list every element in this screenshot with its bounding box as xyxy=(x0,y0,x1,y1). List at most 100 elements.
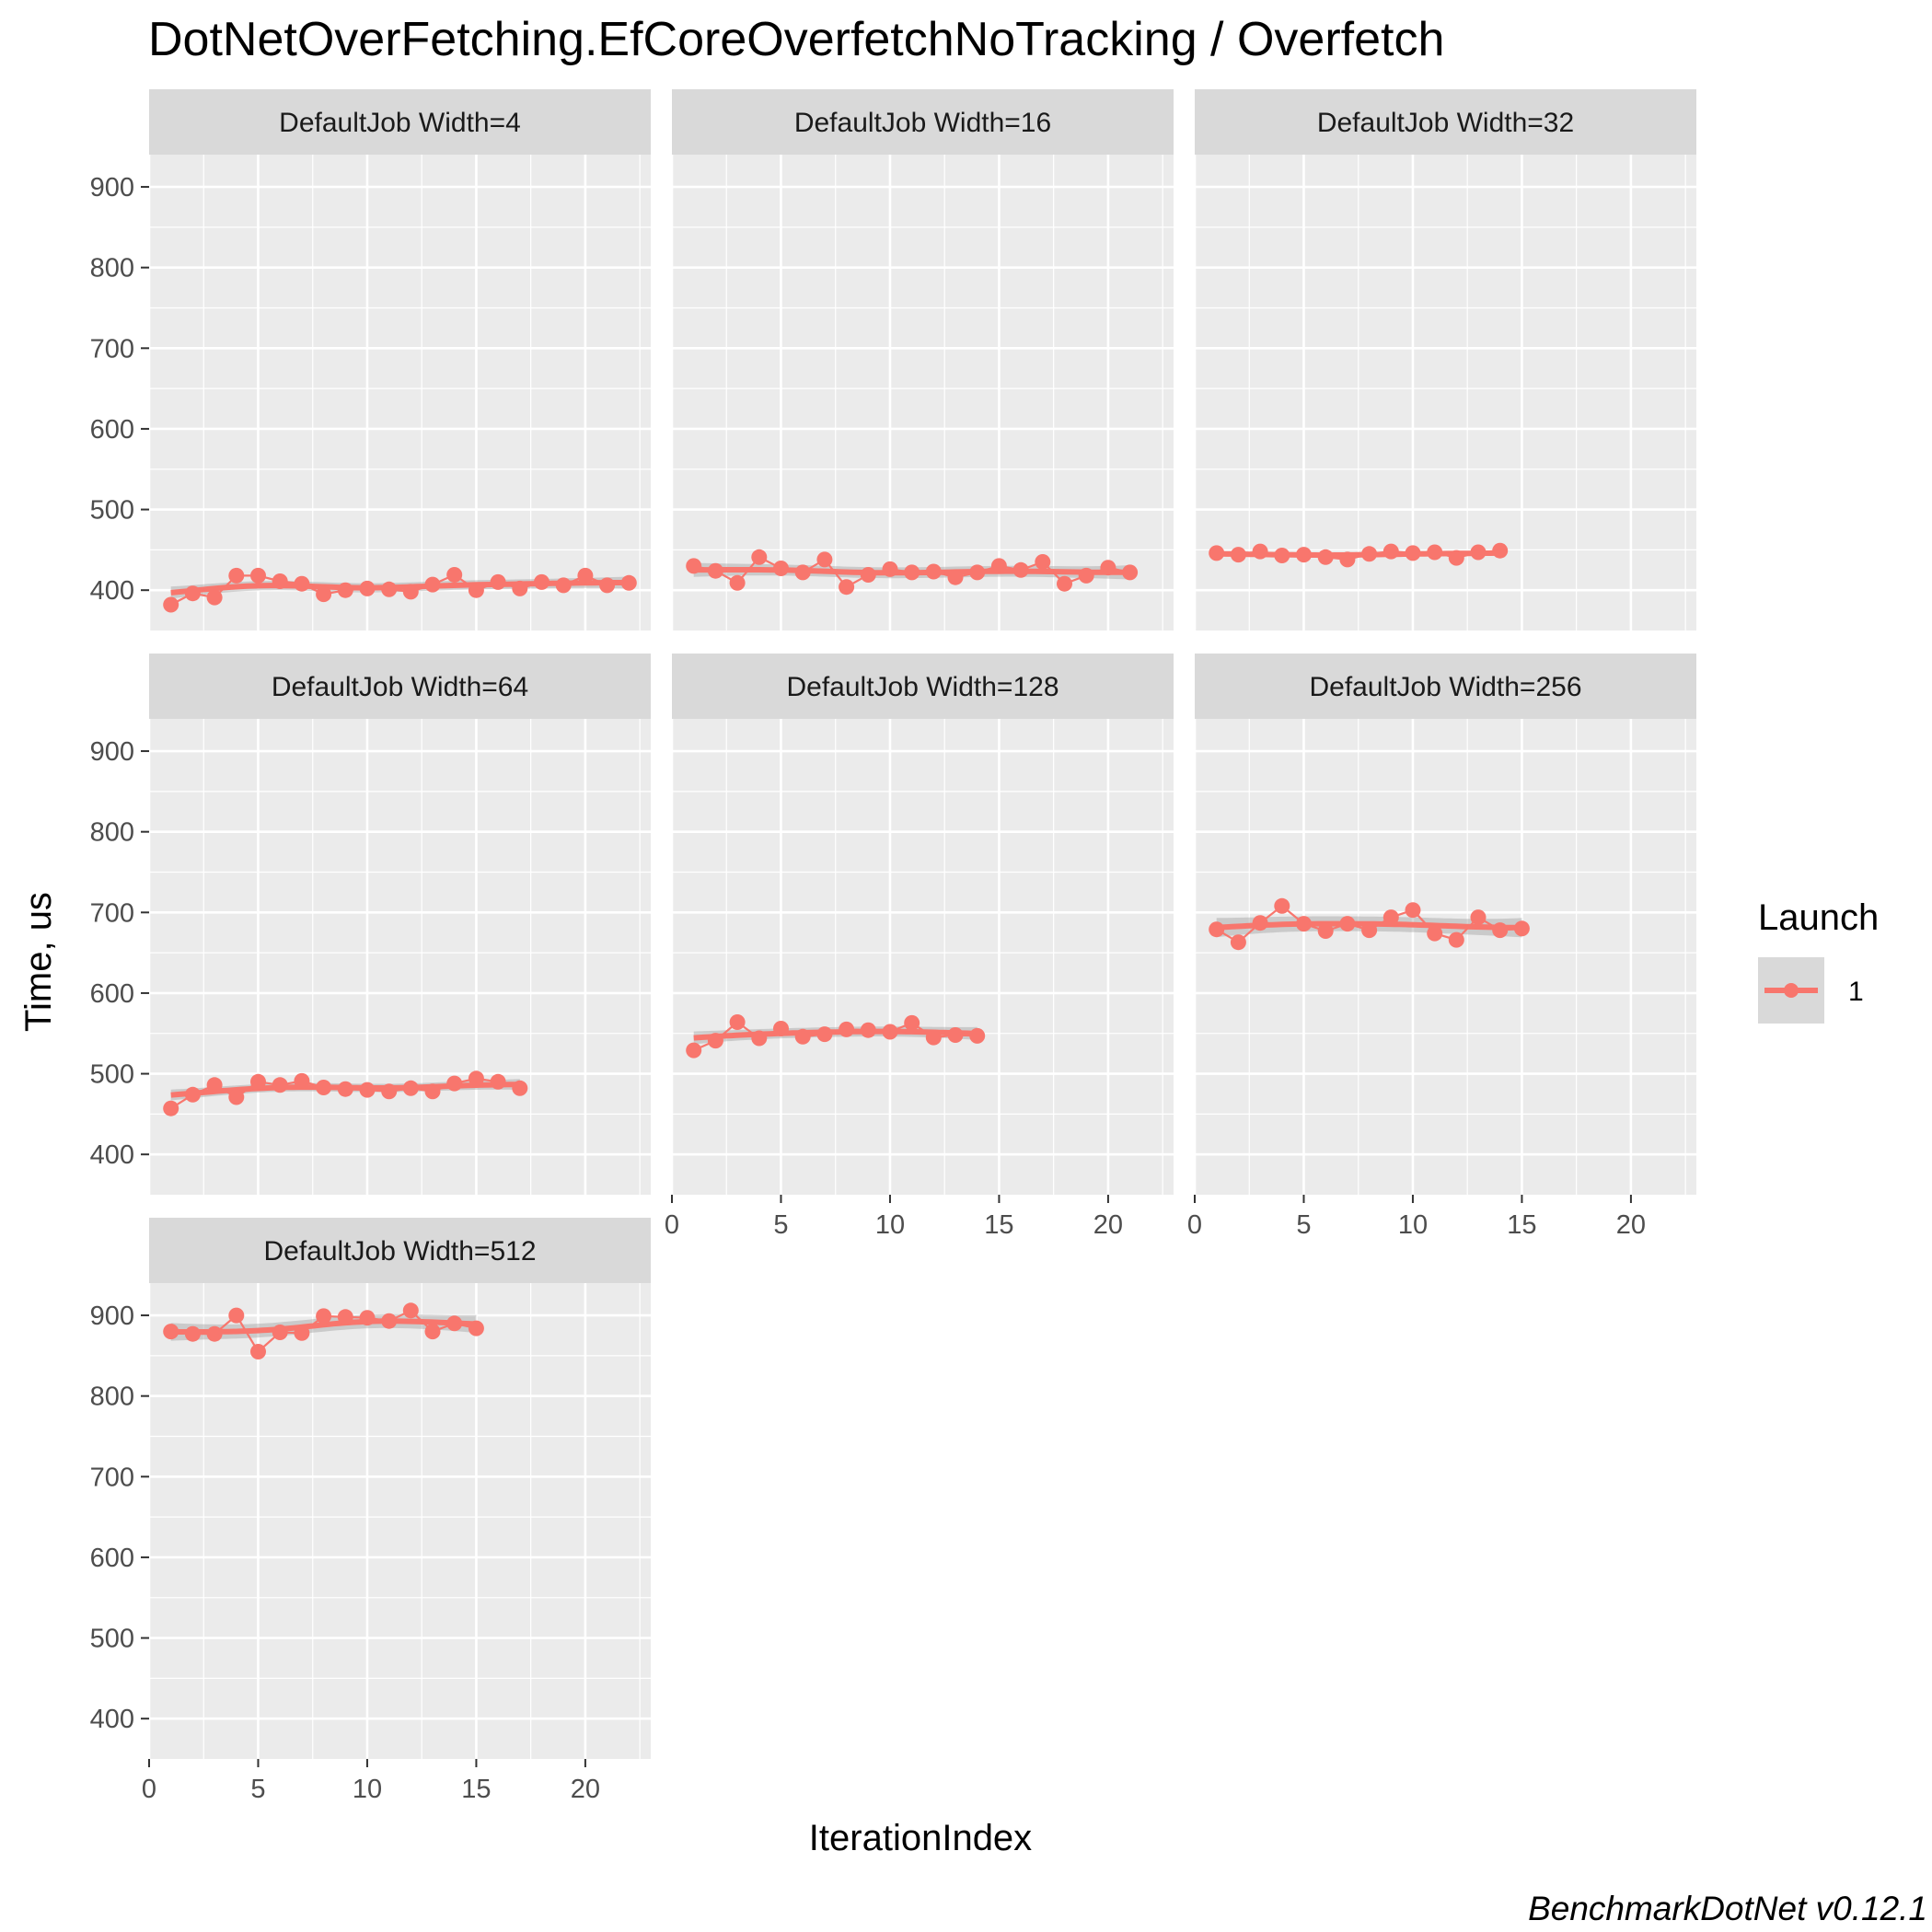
data-point xyxy=(1057,575,1072,592)
x-tick-label: 15 xyxy=(461,1775,491,1804)
data-point xyxy=(860,1022,876,1038)
facet-strip-label: DefaultJob Width=16 xyxy=(794,108,1051,138)
facet-strip xyxy=(149,654,651,719)
y-tick-label: 400 xyxy=(90,576,134,606)
data-point xyxy=(969,1027,986,1044)
facet-strip xyxy=(1195,654,1696,719)
data-point xyxy=(729,1014,746,1030)
chart-title: DotNetOverFetching.EfCoreOverfetchNoTrac… xyxy=(148,13,1444,66)
data-point xyxy=(381,581,398,597)
data-point xyxy=(184,585,201,602)
data-point xyxy=(316,586,332,603)
data-point xyxy=(990,558,1007,574)
data-point xyxy=(1230,934,1246,951)
data-point xyxy=(555,577,572,594)
facet-strip xyxy=(1195,89,1696,155)
data-point xyxy=(686,558,702,574)
x-tick-label: 20 xyxy=(1093,1210,1123,1240)
data-point xyxy=(184,1325,201,1342)
x-tick-label: 0 xyxy=(142,1775,156,1804)
y-tick-label: 600 xyxy=(90,979,134,1009)
data-point xyxy=(1012,561,1029,578)
facet-strip-label: DefaultJob Width=256 xyxy=(1309,672,1581,702)
data-point xyxy=(1382,909,1399,926)
data-point xyxy=(228,567,245,584)
data-point xyxy=(1296,547,1312,563)
data-point xyxy=(773,561,789,576)
y-tick-label: 600 xyxy=(90,415,134,445)
data-point xyxy=(686,1042,702,1059)
panel-background xyxy=(1195,719,1696,1195)
data-point xyxy=(882,561,898,577)
data-point xyxy=(228,1307,245,1324)
data-point xyxy=(729,574,746,591)
data-point xyxy=(1492,542,1509,559)
data-point xyxy=(904,564,920,581)
data-point xyxy=(1427,925,1443,942)
data-point xyxy=(424,1083,441,1100)
data-point xyxy=(424,576,441,593)
data-point xyxy=(1339,551,1356,568)
data-point xyxy=(794,564,811,581)
data-point xyxy=(337,1309,353,1325)
data-point xyxy=(512,1080,528,1096)
data-point xyxy=(250,1073,266,1090)
data-point xyxy=(1122,564,1139,581)
x-tick-label: 10 xyxy=(353,1775,382,1804)
x-tick-label: 10 xyxy=(1398,1210,1428,1240)
data-point xyxy=(1492,922,1509,939)
data-point xyxy=(620,574,637,591)
data-point xyxy=(925,1029,942,1046)
facet-strip-label: DefaultJob Width=128 xyxy=(786,672,1059,702)
data-point xyxy=(1209,921,1225,938)
facet-panel: DefaultJob Width=128 0 5 10 15 20 xyxy=(665,654,1174,1240)
data-point xyxy=(707,562,723,579)
x-tick-label: 15 xyxy=(984,1210,1013,1240)
y-tick-label: 400 xyxy=(90,1705,134,1734)
data-point xyxy=(925,563,942,580)
data-point xyxy=(446,1075,463,1092)
data-point xyxy=(446,1315,463,1332)
x-tick-label: 0 xyxy=(665,1210,679,1240)
data-point xyxy=(1035,554,1051,570)
facet-panel: DefaultJob Width=4 400 500 600 700 800 900 xyxy=(90,89,651,631)
data-point xyxy=(577,567,594,584)
data-point xyxy=(206,589,223,606)
facet-strip xyxy=(149,1218,651,1283)
data-point xyxy=(1405,545,1421,561)
smooth-line xyxy=(170,580,630,596)
x-tick-label: 5 xyxy=(773,1210,788,1240)
legend-key-point xyxy=(1784,983,1799,998)
data-point xyxy=(751,1030,768,1047)
y-tick-label: 400 xyxy=(90,1140,134,1170)
y-tick-label: 700 xyxy=(90,1463,134,1492)
panel-background xyxy=(672,719,1174,1195)
facet-strip xyxy=(672,654,1174,719)
data-point xyxy=(402,1080,419,1096)
data-point xyxy=(272,1077,288,1093)
data-point xyxy=(1427,544,1443,561)
y-tick-label: 900 xyxy=(90,1301,134,1331)
panel-background xyxy=(149,1283,651,1759)
data-point xyxy=(1100,560,1116,576)
data-point xyxy=(1361,922,1378,939)
x-axis-title: IterationIndex xyxy=(809,1818,1032,1858)
facet-strip-label: DefaultJob Width=64 xyxy=(272,672,528,702)
facet-panels: DefaultJob Width=4400500600700800900Defa… xyxy=(90,89,1696,1804)
y-tick-label: 800 xyxy=(90,254,134,283)
data-point xyxy=(381,1313,398,1329)
data-point xyxy=(947,569,964,585)
facet-panel: DefaultJob Width=512 400 500 600 700 800 900 0 5… xyxy=(90,1218,651,1804)
y-tick-label: 600 xyxy=(90,1544,134,1573)
facet-panel: DefaultJob Width=256 0 5 10 15 20 xyxy=(1187,654,1696,1240)
data-point xyxy=(1339,916,1356,932)
y-axis-title: Time, us xyxy=(18,892,59,1032)
y-tick-label: 900 xyxy=(90,173,134,202)
data-point xyxy=(1274,897,1290,914)
panel-background xyxy=(149,155,651,631)
panel-background xyxy=(1195,155,1696,631)
data-point xyxy=(228,1089,245,1105)
data-point xyxy=(1252,543,1268,560)
data-point xyxy=(250,567,266,584)
